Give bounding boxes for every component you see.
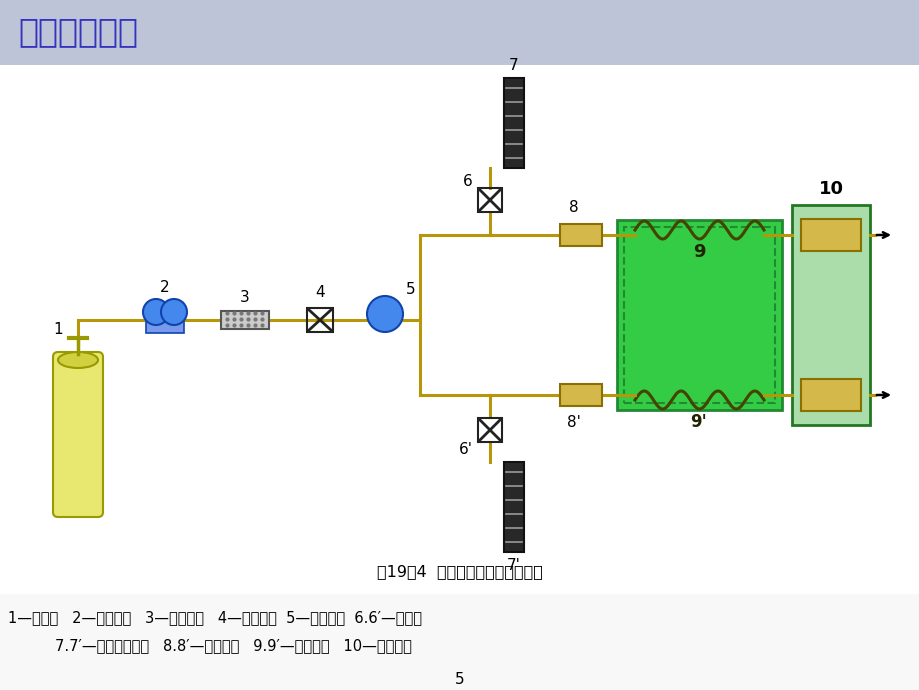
FancyBboxPatch shape bbox=[0, 65, 919, 595]
Text: 8': 8' bbox=[566, 415, 580, 431]
FancyBboxPatch shape bbox=[53, 352, 103, 517]
Text: 2: 2 bbox=[160, 281, 170, 295]
Text: 1—载气；   2—减压阀；   3—净化器；   4—稳压阀，  5—压力表；  6.6′—针形阀: 1—载气； 2—减压阀； 3—净化器； 4—稳压阀， 5—压力表； 6.6′—针… bbox=[8, 611, 422, 626]
Text: 10: 10 bbox=[818, 180, 843, 198]
FancyBboxPatch shape bbox=[221, 311, 268, 329]
FancyBboxPatch shape bbox=[146, 317, 184, 333]
FancyBboxPatch shape bbox=[800, 219, 860, 251]
Text: 一、气路系统: 一、气路系统 bbox=[18, 15, 138, 48]
FancyBboxPatch shape bbox=[560, 384, 601, 406]
Ellipse shape bbox=[58, 352, 98, 368]
Text: 7': 7' bbox=[506, 558, 520, 573]
Text: 9: 9 bbox=[692, 243, 705, 261]
FancyBboxPatch shape bbox=[800, 379, 860, 411]
Circle shape bbox=[161, 299, 187, 325]
Text: 6': 6' bbox=[459, 442, 472, 457]
Text: 8: 8 bbox=[569, 201, 578, 215]
FancyBboxPatch shape bbox=[617, 220, 781, 410]
Text: 9': 9' bbox=[690, 413, 707, 431]
FancyBboxPatch shape bbox=[504, 78, 524, 168]
Circle shape bbox=[142, 299, 169, 325]
Text: 1: 1 bbox=[53, 322, 62, 337]
Circle shape bbox=[367, 296, 403, 332]
Text: 7: 7 bbox=[508, 59, 518, 74]
Text: 4: 4 bbox=[315, 286, 324, 301]
Text: 5: 5 bbox=[406, 282, 415, 297]
Text: 7.7′—转子流速计；   8.8′—气化室；   9.9′—色谱柱；   10—检测器．: 7.7′—转子流速计； 8.8′—气化室； 9.9′—色谱柱； 10—检测器． bbox=[55, 638, 412, 653]
Text: 图19－4  补偿式双气路结构示意图: 图19－4 补偿式双气路结构示意图 bbox=[377, 564, 542, 580]
FancyBboxPatch shape bbox=[791, 205, 869, 425]
Text: 3: 3 bbox=[240, 290, 250, 306]
Text: 5: 5 bbox=[455, 673, 464, 687]
FancyBboxPatch shape bbox=[0, 594, 919, 690]
FancyBboxPatch shape bbox=[560, 224, 601, 246]
Text: 6: 6 bbox=[462, 175, 472, 190]
FancyBboxPatch shape bbox=[504, 462, 524, 552]
FancyBboxPatch shape bbox=[0, 0, 919, 65]
